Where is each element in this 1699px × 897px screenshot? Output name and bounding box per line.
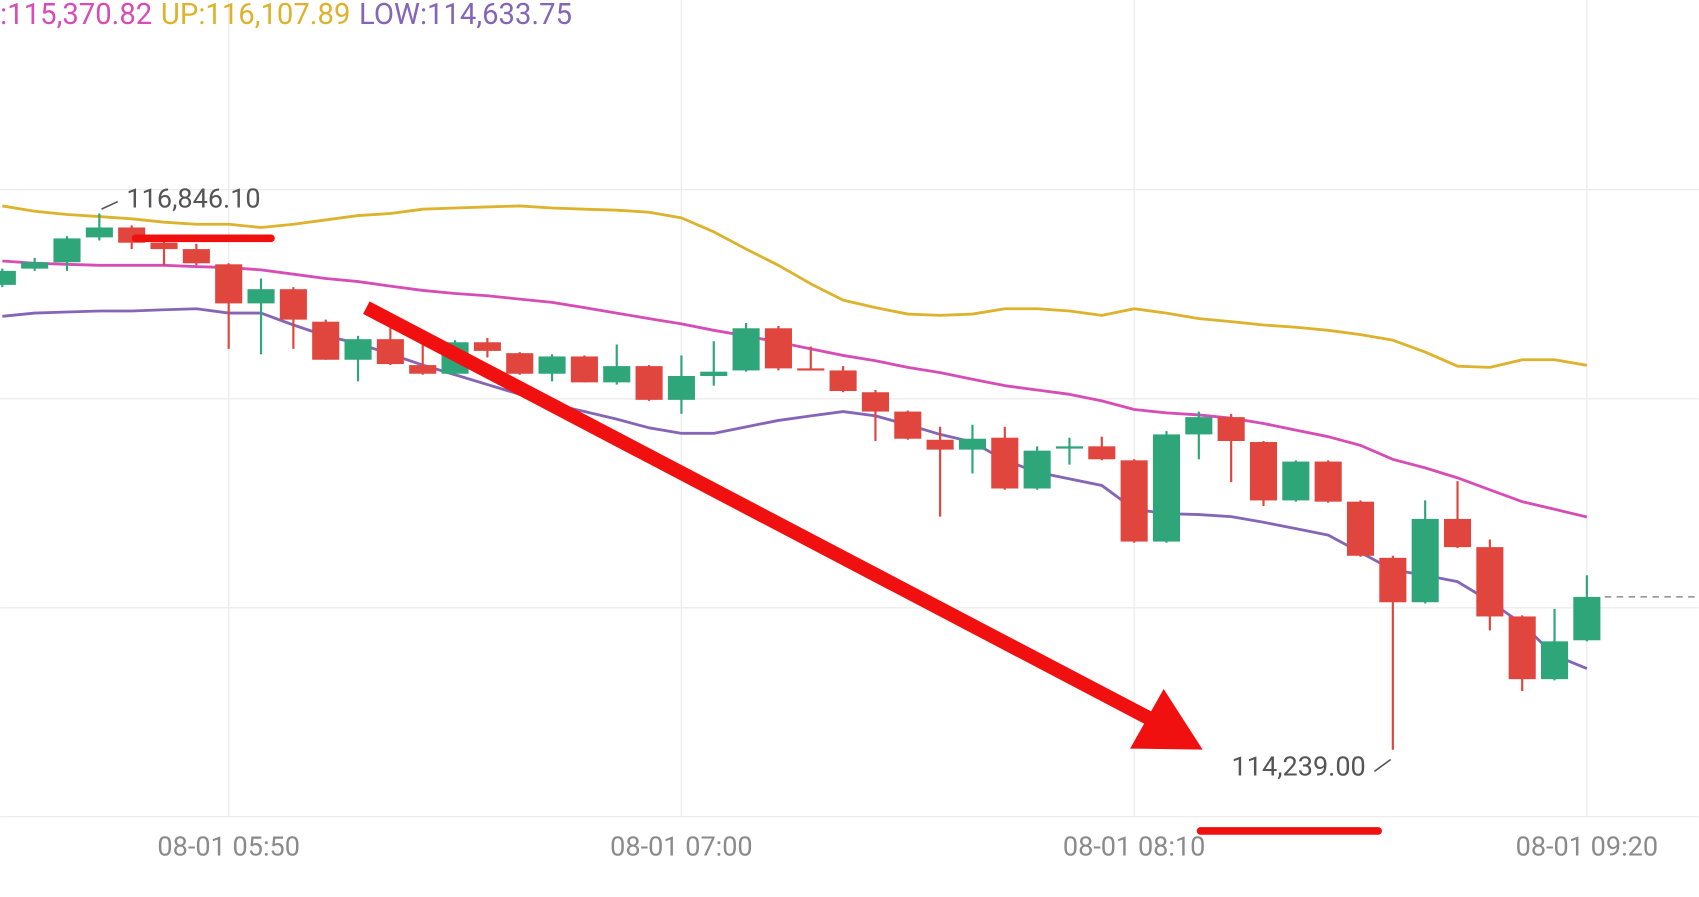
candle-body	[603, 366, 631, 383]
candle-body	[1346, 501, 1375, 556]
candle-body	[1314, 461, 1342, 502]
candle-body	[1379, 557, 1407, 603]
candle-body	[1152, 434, 1181, 542]
candle-body	[1249, 442, 1278, 501]
x-tick-label: 08-01 07:00	[610, 830, 753, 862]
candle-body	[506, 353, 534, 374]
trend-arrow-shaft	[363, 301, 1163, 730]
candle-body	[926, 439, 954, 450]
indicator-label: :115,370.82	[0, 0, 152, 32]
candle-body	[53, 238, 81, 263]
trend-arrow-head	[1130, 689, 1203, 750]
candle-body	[1443, 518, 1472, 548]
candle-body	[829, 370, 857, 392]
candle-body	[1411, 518, 1439, 603]
candle-body	[667, 375, 695, 400]
candle-body	[344, 339, 372, 360]
annotation-label: 114,239.00	[1232, 750, 1366, 782]
candle-body	[764, 328, 792, 369]
candle-body	[538, 356, 566, 374]
candle-body	[150, 242, 178, 250]
indicator-label: UP:116,107.89	[161, 0, 350, 32]
candle-body	[1088, 446, 1116, 460]
candle-body	[570, 356, 598, 383]
annotation-leader	[1373, 758, 1392, 773]
candle-body	[215, 264, 243, 304]
candle-body	[1508, 616, 1536, 680]
candle-body	[894, 411, 922, 439]
annotation-label: 116,846.10	[126, 183, 260, 215]
band-lines	[2, 204, 1588, 670]
candle-body	[1476, 547, 1504, 617]
candle-body	[861, 392, 889, 412]
candle-body	[1120, 460, 1148, 542]
candle-body	[1282, 461, 1310, 501]
band-line	[2, 307, 1588, 670]
candle-body	[279, 289, 307, 320]
candle-body	[1055, 446, 1084, 449]
candle-body	[409, 365, 437, 374]
x-tick-label: 08-01 08:10	[1063, 830, 1206, 862]
overlay	[131, 234, 1382, 835]
candle-body	[797, 368, 825, 371]
candle-body	[376, 339, 404, 365]
candle-body	[700, 371, 728, 376]
candle-body	[473, 342, 501, 351]
candle-body	[312, 321, 340, 360]
candle-body	[991, 437, 1019, 489]
candle-body	[1185, 417, 1213, 435]
candle-body	[1023, 450, 1051, 489]
x-tick-label: 08-01 09:20	[1516, 830, 1659, 862]
grid	[0, 0, 1699, 818]
annotation-leader	[101, 200, 119, 210]
band-line	[2, 204, 1588, 369]
indicator-label: LOW:114,633.75	[359, 0, 572, 32]
candle-body	[732, 328, 760, 371]
x-tick-label: 08-01 05:50	[157, 830, 300, 862]
candle-body	[0, 270, 16, 285]
candle-body	[1540, 641, 1569, 680]
labels: 08-01 05:50 08-01 07:00 08-01 08:10 08-01 0…	[0, 0, 1658, 862]
candles	[0, 213, 1699, 750]
candle-body	[247, 289, 275, 304]
candle-body	[1573, 596, 1601, 641]
band-line	[2, 259, 1588, 519]
candle-body	[635, 366, 663, 400]
candle-body	[1217, 417, 1245, 441]
candle-body	[21, 262, 49, 269]
candle-body	[182, 249, 210, 264]
candle-body	[958, 438, 986, 450]
candle-body	[85, 227, 113, 238]
